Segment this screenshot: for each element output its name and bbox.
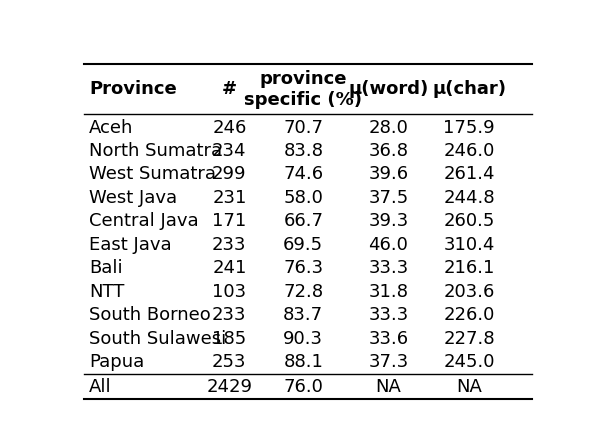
Text: Province: Province bbox=[89, 80, 177, 98]
Text: 33.3: 33.3 bbox=[368, 259, 408, 277]
Text: All: All bbox=[89, 379, 112, 396]
Text: South Borneo: South Borneo bbox=[89, 306, 211, 324]
Text: Papua: Papua bbox=[89, 353, 145, 371]
Text: 66.7: 66.7 bbox=[283, 212, 323, 230]
Text: 299: 299 bbox=[212, 165, 247, 184]
Text: South Sulawesi: South Sulawesi bbox=[89, 330, 226, 348]
Text: #: # bbox=[222, 80, 237, 98]
Text: 260.5: 260.5 bbox=[443, 212, 495, 230]
Text: 203.6: 203.6 bbox=[443, 283, 495, 301]
Text: 185: 185 bbox=[212, 330, 247, 348]
Text: 70.7: 70.7 bbox=[283, 119, 323, 137]
Text: 246: 246 bbox=[212, 119, 247, 137]
Text: 241: 241 bbox=[212, 259, 247, 277]
Text: West Sumatra: West Sumatra bbox=[89, 165, 216, 184]
Text: 175.9: 175.9 bbox=[443, 119, 495, 137]
Text: 36.8: 36.8 bbox=[368, 142, 408, 160]
Text: 76.0: 76.0 bbox=[283, 379, 323, 396]
Text: NA: NA bbox=[375, 379, 401, 396]
Text: 69.5: 69.5 bbox=[283, 236, 324, 254]
Text: 76.3: 76.3 bbox=[283, 259, 324, 277]
Text: 39.3: 39.3 bbox=[368, 212, 408, 230]
Text: 246.0: 246.0 bbox=[443, 142, 495, 160]
Text: 33.6: 33.6 bbox=[368, 330, 408, 348]
Text: 72.8: 72.8 bbox=[283, 283, 324, 301]
Text: 37.3: 37.3 bbox=[368, 353, 408, 371]
Text: 74.6: 74.6 bbox=[283, 165, 324, 184]
Text: 231: 231 bbox=[212, 189, 247, 207]
Text: 233: 233 bbox=[212, 236, 247, 254]
Text: Central Java: Central Java bbox=[89, 212, 199, 230]
Text: East Java: East Java bbox=[89, 236, 172, 254]
Text: Aceh: Aceh bbox=[89, 119, 134, 137]
Text: 37.5: 37.5 bbox=[368, 189, 408, 207]
Text: 216.1: 216.1 bbox=[443, 259, 495, 277]
Text: West Java: West Java bbox=[89, 189, 178, 207]
Text: 33.3: 33.3 bbox=[368, 306, 408, 324]
Text: North Sumatra: North Sumatra bbox=[89, 142, 222, 160]
Text: 171: 171 bbox=[212, 212, 247, 230]
Text: Bali: Bali bbox=[89, 259, 123, 277]
Text: 245.0: 245.0 bbox=[443, 353, 495, 371]
Text: NA: NA bbox=[456, 379, 482, 396]
Text: NTT: NTT bbox=[89, 283, 125, 301]
Text: 31.8: 31.8 bbox=[368, 283, 408, 301]
Text: 234: 234 bbox=[212, 142, 247, 160]
Text: μ(word): μ(word) bbox=[348, 80, 429, 98]
Text: 83.8: 83.8 bbox=[283, 142, 323, 160]
Text: 103: 103 bbox=[212, 283, 246, 301]
Text: 83.7: 83.7 bbox=[283, 306, 324, 324]
Text: 226.0: 226.0 bbox=[443, 306, 495, 324]
Text: 46.0: 46.0 bbox=[368, 236, 408, 254]
Text: 2429: 2429 bbox=[206, 379, 252, 396]
Text: 28.0: 28.0 bbox=[368, 119, 408, 137]
Text: province
specific (%): province specific (%) bbox=[244, 70, 362, 108]
Text: 227.8: 227.8 bbox=[443, 330, 495, 348]
Text: 88.1: 88.1 bbox=[283, 353, 323, 371]
Text: 39.6: 39.6 bbox=[368, 165, 408, 184]
Text: 90.3: 90.3 bbox=[283, 330, 323, 348]
Text: 261.4: 261.4 bbox=[443, 165, 495, 184]
Text: 58.0: 58.0 bbox=[283, 189, 323, 207]
Text: 233: 233 bbox=[212, 306, 247, 324]
Text: 253: 253 bbox=[212, 353, 247, 371]
Text: 244.8: 244.8 bbox=[443, 189, 495, 207]
Text: μ(char): μ(char) bbox=[432, 80, 506, 98]
Text: 310.4: 310.4 bbox=[443, 236, 495, 254]
